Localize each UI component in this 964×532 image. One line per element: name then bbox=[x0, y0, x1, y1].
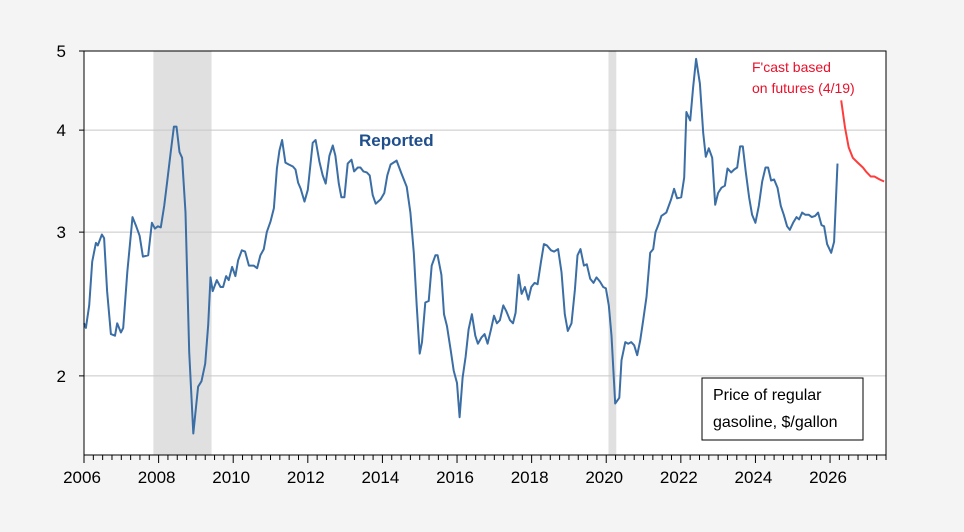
x-tick-label: 2010 bbox=[212, 468, 250, 487]
x-tick-label: 2014 bbox=[362, 468, 400, 487]
series-lines bbox=[83, 57, 885, 435]
y-axis: 2 3 4 5 bbox=[57, 42, 84, 386]
legend-box: Price of regular gasoline, $/gallon bbox=[701, 377, 864, 441]
x-tick-label: 2012 bbox=[287, 468, 325, 487]
x-tick-label: 2018 bbox=[511, 468, 549, 487]
forecast-label-line1: F'cast based bbox=[752, 59, 831, 75]
reported-line bbox=[83, 57, 839, 435]
reported-label: Reported bbox=[359, 131, 434, 150]
x-tick-label: 2006 bbox=[63, 468, 101, 487]
recession-band bbox=[608, 51, 617, 455]
x-tick-label: 2008 bbox=[138, 468, 176, 487]
x-tick-label: 2026 bbox=[809, 468, 847, 487]
y-tick-label: 3 bbox=[57, 223, 66, 242]
gridlines bbox=[84, 129, 886, 377]
legend-line1: Price of regular bbox=[713, 387, 822, 404]
y-tick-label: 4 bbox=[57, 121, 66, 140]
recession-shading bbox=[153, 51, 617, 455]
x-tick-label: 2016 bbox=[436, 468, 474, 487]
x-axis: 2006 2008 2010 2012 2014 2016 2018 2020 2022 2024… bbox=[63, 455, 887, 487]
forecast-label-line2: on futures (4/19) bbox=[752, 80, 855, 96]
x-tick-label: 2022 bbox=[660, 468, 698, 487]
forecast-line bbox=[840, 100, 885, 183]
recession-band bbox=[153, 51, 212, 455]
legend-line2: gasoline, $/gallon bbox=[713, 414, 838, 431]
x-tick-label: 2020 bbox=[585, 468, 623, 487]
y-tick-label: 2 bbox=[57, 367, 66, 386]
x-tick-label: 2024 bbox=[735, 468, 773, 487]
y-tick-label: 5 bbox=[57, 42, 66, 61]
